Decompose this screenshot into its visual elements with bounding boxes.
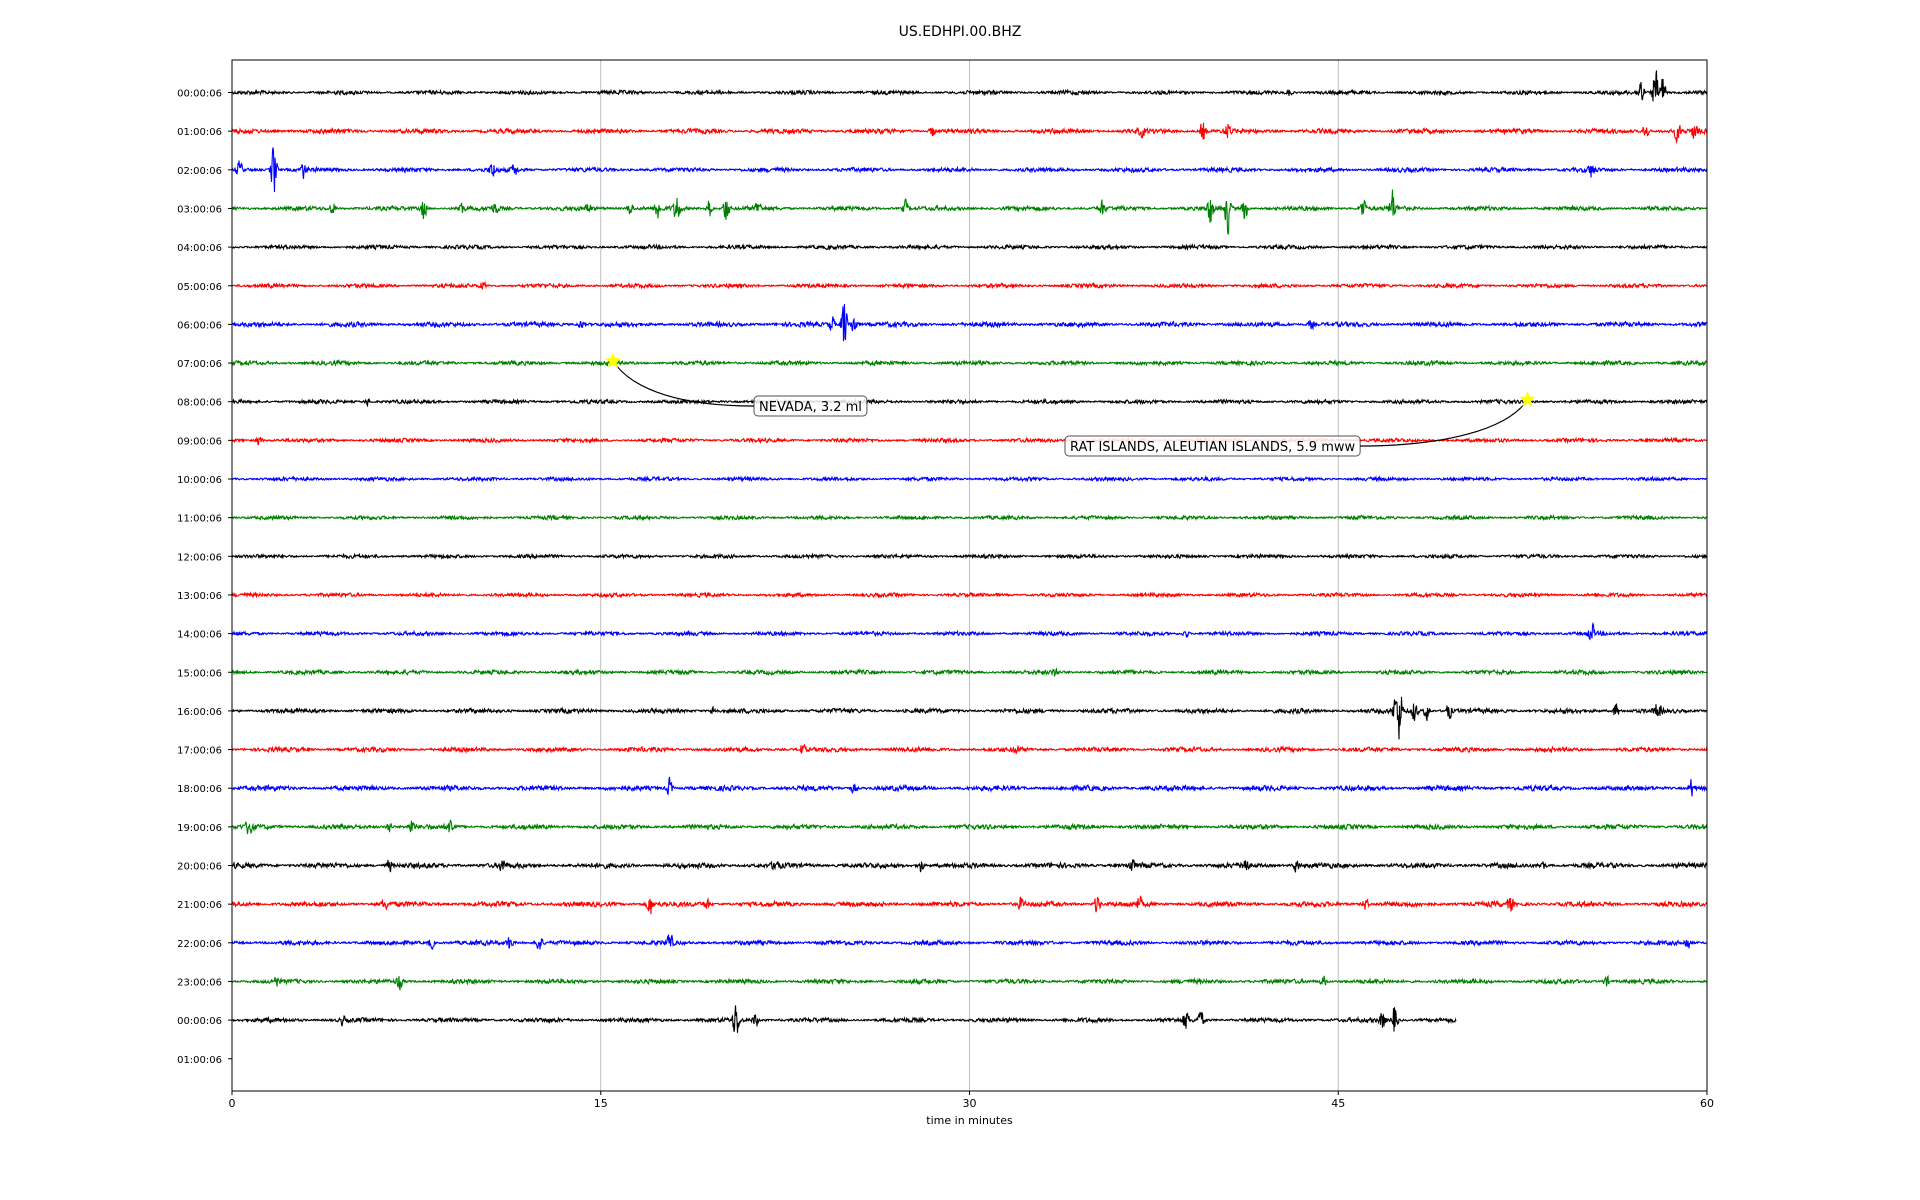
y-tick-label: 16:00:06 <box>177 707 222 718</box>
y-tick-label: 11:00:06 <box>177 514 222 525</box>
x-tick-label: 15 <box>594 1097 608 1110</box>
trace-row-0 <box>231 70 1708 102</box>
trace-row-7 <box>231 358 1708 368</box>
y-tick-label: 05:00:06 <box>177 282 222 293</box>
y-tick-label: 13:00:06 <box>177 591 222 602</box>
trace-row-9 <box>231 436 1708 446</box>
trace-layer <box>231 70 1708 1033</box>
trace-row-15 <box>231 667 1708 677</box>
y-tick-label: 06:00:06 <box>177 320 222 331</box>
trace-row-20 <box>231 859 1708 873</box>
annotation-layer: NEVADA, 3.2 ml RAT ISLANDS, ALEUTIAN ISLA… <box>604 352 1536 457</box>
x-tick-label: 0 <box>229 1097 236 1110</box>
y-tick-label: 08:00:06 <box>177 398 222 409</box>
trace-row-6 <box>231 303 1708 342</box>
y-tick-label: 04:00:06 <box>177 243 222 254</box>
y-tick-label: 02:00:06 <box>177 166 222 177</box>
y-tick-label: 01:00:06 <box>177 1055 222 1066</box>
y-tick-label: 20:00:06 <box>177 862 222 873</box>
grid-layer <box>600 60 1339 1091</box>
trace-row-17 <box>231 743 1708 755</box>
y-tick-label: 00:00:06 <box>177 1016 222 1027</box>
y-tick-label: 18:00:06 <box>177 784 222 795</box>
y-tick-label: 17:00:06 <box>177 746 222 757</box>
trace-row-2 <box>231 147 1708 193</box>
y-tick-label: 03:00:06 <box>177 204 222 215</box>
trace-row-21 <box>231 895 1708 915</box>
event-annotation: RAT ISLANDS, ALEUTIAN ISLANDS, 5.9 mww <box>1064 391 1536 457</box>
trace-row-18 <box>231 776 1708 797</box>
event-star-icon <box>1519 391 1536 407</box>
y-tick-label: 12:00:06 <box>177 552 222 563</box>
x-tick-label: 30 <box>963 1097 977 1110</box>
y-tick-label: 19:00:06 <box>177 823 222 834</box>
y-tick-label: 23:00:06 <box>177 977 222 988</box>
trace-row-4 <box>231 243 1708 251</box>
y-tick-label: 21:00:06 <box>177 900 222 911</box>
y-tick-label: 09:00:06 <box>177 436 222 447</box>
trace-row-19 <box>231 819 1708 835</box>
trace-row-14 <box>231 621 1708 641</box>
event-star-icon <box>604 352 622 369</box>
chart-title: US.EDHPI.00.BHZ <box>899 24 1022 40</box>
y-tick-labels: 00:00:06 01:00:06 02:00:06 03:00:06 04:00:06… <box>177 89 232 1066</box>
y-tick-label: 00:00:06 <box>177 89 222 100</box>
trace-row-22 <box>231 934 1708 950</box>
event-label: NEVADA, 3.2 ml <box>759 400 862 415</box>
y-tick-label: 07:00:06 <box>177 359 222 370</box>
trace-row-11 <box>231 514 1708 522</box>
event-connector <box>1360 399 1529 447</box>
event-connector <box>612 360 755 407</box>
y-tick-label: 10:00:06 <box>177 475 222 486</box>
trace-row-8 <box>231 397 1708 408</box>
trace-row-12 <box>231 552 1708 560</box>
x-tick-labels: 0 15 30 45 60 <box>229 1091 1714 1110</box>
trace-row-23 <box>231 974 1708 991</box>
y-tick-label: 14:00:06 <box>177 630 222 641</box>
trace-row-10 <box>232 475 1707 483</box>
x-tick-label: 45 <box>1331 1097 1345 1110</box>
trace-row-5 <box>231 280 1708 290</box>
event-annotation: NEVADA, 3.2 ml <box>604 352 868 417</box>
x-axis-label: time in minutes <box>926 1114 1013 1127</box>
trace-row-1 <box>231 122 1708 144</box>
y-tick-label: 15:00:06 <box>177 668 222 679</box>
y-tick-label: 22:00:06 <box>177 939 222 950</box>
trace-row-3 <box>231 189 1708 236</box>
trace-row-24 <box>231 1005 1457 1033</box>
trace-row-16 <box>231 696 1708 740</box>
trace-row-13 <box>231 591 1708 599</box>
x-tick-label: 60 <box>1700 1097 1714 1110</box>
y-tick-label: 01:00:06 <box>177 127 222 138</box>
event-label: RAT ISLANDS, ALEUTIAN ISLANDS, 5.9 mww <box>1070 440 1355 455</box>
